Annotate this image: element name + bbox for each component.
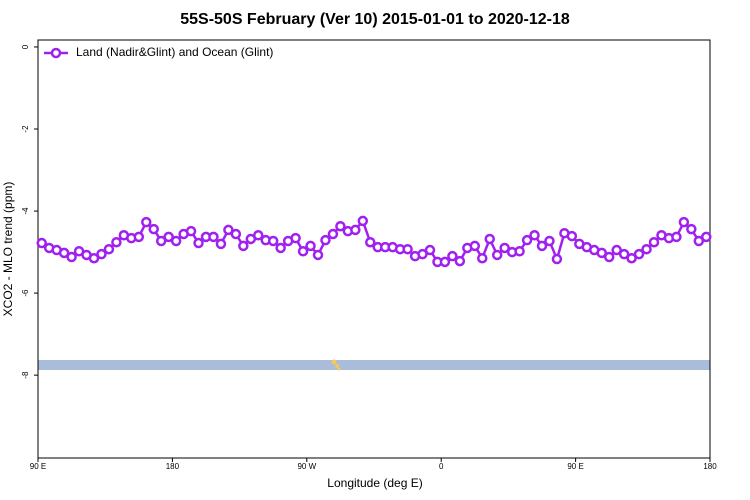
point	[253, 230, 264, 241]
point	[275, 242, 286, 254]
point	[671, 231, 682, 243]
point	[536, 240, 548, 252]
point	[267, 235, 279, 247]
x-tick-label: 90 E	[30, 462, 46, 471]
x-tick-label: 180	[703, 462, 717, 471]
land-dot	[337, 367, 341, 371]
point	[230, 228, 242, 240]
point	[499, 242, 510, 254]
point	[693, 235, 705, 247]
point	[148, 223, 159, 235]
point	[208, 231, 219, 243]
point	[469, 240, 481, 252]
point	[439, 256, 451, 268]
point	[320, 234, 331, 246]
point	[454, 255, 466, 267]
point	[193, 237, 204, 249]
point	[215, 238, 227, 250]
point	[514, 246, 525, 257]
land-dot	[331, 359, 337, 365]
point	[641, 243, 652, 255]
point	[305, 240, 316, 252]
x-tick-label: 180	[166, 462, 180, 471]
point	[618, 248, 630, 260]
point	[544, 235, 555, 247]
plot-frame	[37, 39, 711, 459]
point	[529, 230, 540, 241]
point	[335, 220, 346, 232]
point	[596, 247, 607, 259]
point	[551, 253, 563, 265]
point	[365, 236, 376, 248]
x-tick-label: 90 E	[567, 462, 583, 471]
point	[170, 235, 182, 247]
land-dot	[335, 364, 339, 368]
point	[350, 224, 361, 236]
point	[163, 231, 174, 243]
point	[633, 248, 645, 260]
point	[701, 231, 712, 243]
point	[96, 248, 107, 260]
y-tick-label: 0	[21, 44, 30, 49]
point	[678, 216, 690, 228]
y-axis-label: XCO2 - MLO trend (ppm)	[1, 182, 15, 317]
point	[66, 251, 77, 263]
point	[424, 244, 436, 256]
legend-label: Land (Nadir&Glint) and Ocean (Glint)	[76, 45, 273, 59]
point	[491, 249, 503, 261]
point	[402, 243, 413, 255]
point	[626, 252, 637, 264]
y-tick-label: -4	[21, 207, 30, 215]
point	[603, 251, 615, 263]
point	[312, 249, 324, 261]
point	[566, 230, 578, 242]
point	[290, 232, 301, 244]
point	[521, 234, 533, 246]
point	[223, 224, 234, 236]
x-tick-label: 0	[439, 462, 444, 471]
y-tick-label: -8	[21, 371, 30, 379]
x-tick-label: 90 W	[297, 462, 316, 471]
point	[417, 248, 428, 260]
x-axis-label: Longitude (deg E)	[327, 476, 422, 490]
land-band	[38, 360, 710, 370]
point	[477, 252, 488, 264]
point	[447, 250, 458, 262]
point	[155, 235, 167, 247]
point	[484, 233, 495, 245]
point	[58, 247, 70, 259]
point	[111, 236, 122, 248]
point	[133, 231, 145, 243]
y-tick-label: -6	[21, 289, 30, 297]
y-tick-label: -2	[21, 125, 30, 133]
point	[648, 236, 660, 248]
point	[141, 216, 152, 228]
point	[88, 252, 100, 264]
point	[238, 240, 249, 252]
point	[686, 223, 697, 235]
chart-title: 55S-50S February (Ver 10) 2015-01-01 to …	[180, 11, 570, 28]
point	[357, 215, 369, 227]
point	[36, 237, 47, 249]
point	[185, 225, 197, 237]
point	[611, 244, 622, 256]
point	[103, 243, 115, 255]
point	[297, 246, 309, 257]
legend-marker	[50, 47, 62, 59]
point	[327, 228, 339, 240]
